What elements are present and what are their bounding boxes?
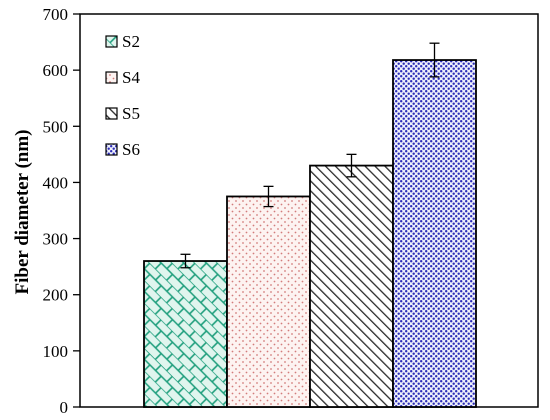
y-tick-label: 700 [43, 5, 69, 24]
y-tick-label: 300 [43, 230, 69, 249]
y-axis-ticks: 0 100 200 300 400 500 600 700 [43, 5, 80, 417]
legend-label-s5: S5 [122, 104, 140, 123]
legend-label-s6: S6 [122, 140, 140, 159]
legend-swatch-s2 [105, 35, 118, 48]
legend-swatch-s5 [105, 107, 118, 120]
legend: S2 S4 S5 S6 [105, 32, 140, 159]
legend-swatch-s6 [105, 143, 118, 156]
bar-s4 [226, 195, 311, 408]
y-tick-label: 100 [43, 342, 69, 361]
y-tick-label: 0 [60, 398, 69, 417]
bar-s5 [309, 164, 394, 408]
legend-label-s4: S4 [122, 68, 140, 87]
bar-s6 [392, 59, 477, 408]
bars [143, 59, 477, 408]
y-tick-label: 600 [43, 61, 69, 80]
legend-label-s2: S2 [122, 32, 140, 51]
y-tick-label: 500 [43, 117, 69, 136]
bar-s2 [143, 260, 228, 408]
legend-swatch-s4 [105, 71, 118, 84]
error-bars [180, 42, 440, 269]
y-axis-title: Fiber diameter (nm) [12, 130, 33, 295]
y-tick-label: 400 [43, 173, 69, 192]
y-tick-label: 200 [43, 286, 69, 305]
